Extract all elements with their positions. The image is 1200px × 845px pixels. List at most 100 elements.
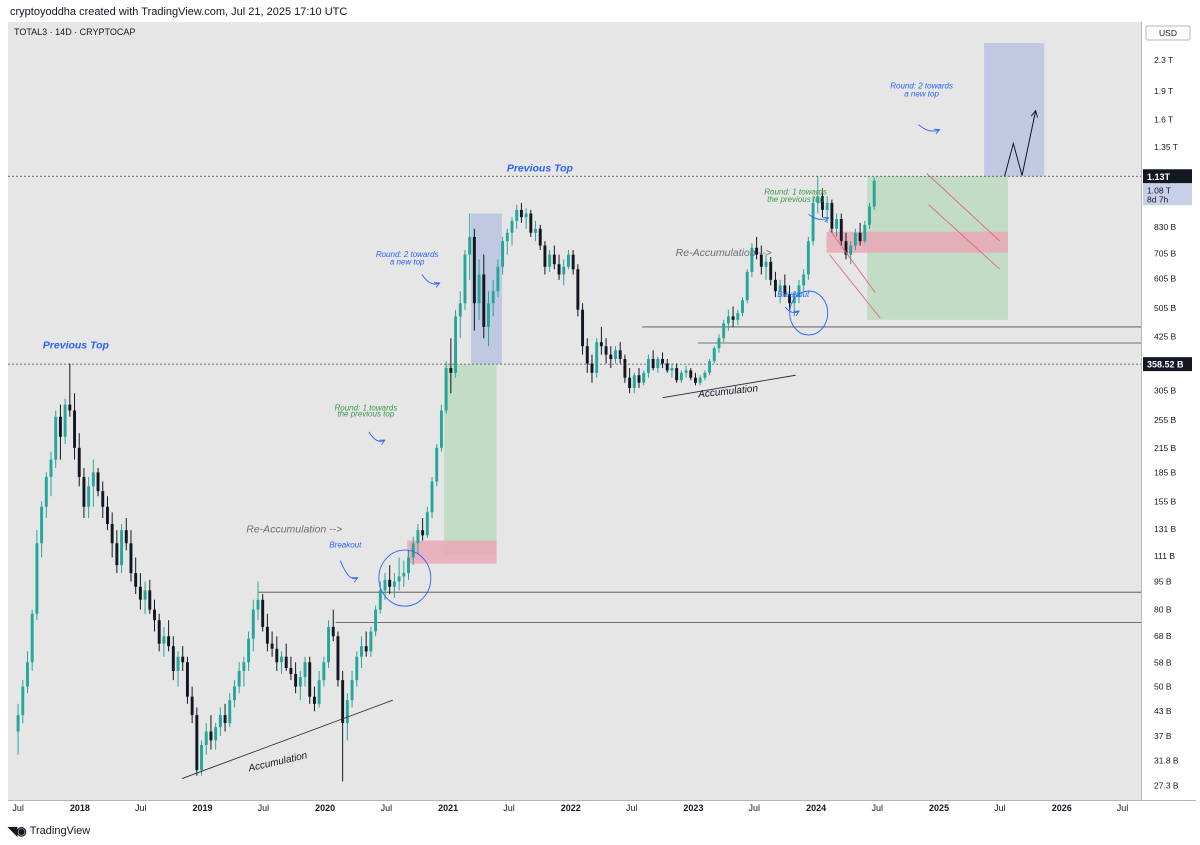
candle-body[interactable] xyxy=(435,447,439,482)
candle-body[interactable] xyxy=(134,573,138,587)
breakout-circle-0[interactable] xyxy=(378,549,432,607)
candle-body[interactable] xyxy=(190,696,194,716)
candle-body[interactable] xyxy=(736,313,740,320)
candle-body[interactable] xyxy=(96,472,100,492)
candle-body[interactable] xyxy=(204,731,208,745)
candle-body[interactable] xyxy=(153,609,156,621)
candle-body[interactable] xyxy=(769,261,773,280)
accumulation-trendline-0[interactable] xyxy=(181,699,393,779)
candle-body[interactable] xyxy=(275,648,279,663)
candle-body[interactable] xyxy=(26,662,29,687)
candle-body[interactable] xyxy=(637,375,641,383)
candle-body[interactable] xyxy=(543,245,547,267)
candle-body[interactable] xyxy=(157,620,161,644)
candle-body[interactable] xyxy=(689,370,693,378)
candle-body[interactable] xyxy=(303,662,307,678)
projection-path-arrow-0[interactable] xyxy=(1004,111,1036,177)
candle-body[interactable] xyxy=(759,254,763,267)
candle-body[interactable] xyxy=(571,254,575,270)
candle-body[interactable] xyxy=(105,506,109,524)
candle-body[interactable] xyxy=(63,404,67,437)
candle-body[interactable] xyxy=(778,285,782,292)
candle-body[interactable] xyxy=(468,236,472,255)
candle-body[interactable] xyxy=(256,599,260,610)
candle-body[interactable] xyxy=(538,228,542,246)
candle-body[interactable] xyxy=(21,686,25,716)
candle-body[interactable] xyxy=(750,247,754,272)
candle-body[interactable] xyxy=(816,196,820,203)
candle-body[interactable] xyxy=(110,523,114,544)
candle-body[interactable] xyxy=(642,372,646,383)
candle-body[interactable] xyxy=(821,196,824,210)
candle-body[interactable] xyxy=(439,410,443,448)
accumulation-trendline-1[interactable] xyxy=(662,374,796,399)
candle-body[interactable] xyxy=(609,354,613,359)
candle-body[interactable] xyxy=(491,291,495,304)
candle-body[interactable] xyxy=(218,715,222,728)
candle-body[interactable] xyxy=(336,636,340,681)
channel-line-0[interactable] xyxy=(829,229,876,293)
candle-body[interactable] xyxy=(115,543,119,566)
candle-body[interactable] xyxy=(684,370,688,373)
candle-body[interactable] xyxy=(425,512,429,536)
candle-body[interactable] xyxy=(694,377,697,383)
candle-body[interactable] xyxy=(858,232,862,242)
candle-body[interactable] xyxy=(162,636,166,644)
candle-body[interactable] xyxy=(726,316,730,324)
candle-body[interactable] xyxy=(552,254,556,265)
candle-body[interactable] xyxy=(797,285,801,298)
candle-body[interactable] xyxy=(670,368,674,371)
channel-line-3[interactable] xyxy=(928,204,1001,270)
candle-body[interactable] xyxy=(863,224,867,242)
candle-body[interactable] xyxy=(402,573,406,577)
candle-body[interactable] xyxy=(745,271,749,301)
candle-body[interactable] xyxy=(599,342,603,347)
candle-body[interactable] xyxy=(40,506,44,544)
candle-body[interactable] xyxy=(590,363,594,373)
candle-body[interactable] xyxy=(416,530,420,544)
candle-body[interactable] xyxy=(430,481,434,513)
candle-body[interactable] xyxy=(392,581,396,587)
candle-body[interactable] xyxy=(16,715,20,732)
candle-body[interactable] xyxy=(369,631,373,652)
candle-body[interactable] xyxy=(566,254,570,267)
candle-body[interactable] xyxy=(773,279,777,292)
candle-body[interactable] xyxy=(534,228,537,233)
candle-body[interactable] xyxy=(327,626,331,663)
candle-body[interactable] xyxy=(839,219,843,242)
candle-body[interactable] xyxy=(477,274,481,304)
candle-body[interactable] xyxy=(247,638,251,663)
candle-body[interactable] xyxy=(623,358,627,378)
tradingview-brand[interactable]: ◥◉ TradingView xyxy=(8,824,90,838)
candle-body[interactable] xyxy=(214,727,218,741)
candle-body[interactable] xyxy=(49,459,53,477)
candle-body[interactable] xyxy=(764,261,768,267)
candle-body[interactable] xyxy=(501,241,505,267)
candle-body[interactable] xyxy=(463,254,467,304)
candle-body[interactable] xyxy=(646,358,650,373)
candle-body[interactable] xyxy=(604,346,608,355)
candle-body[interactable] xyxy=(722,323,726,339)
candle-body[interactable] xyxy=(868,206,871,225)
candle-body[interactable] xyxy=(341,680,345,724)
candle-body[interactable] xyxy=(82,476,86,507)
candle-body[interactable] xyxy=(557,264,561,275)
candle-body[interactable] xyxy=(242,662,246,671)
candle-body[interactable] xyxy=(223,715,227,724)
candle-body[interactable] xyxy=(138,586,142,600)
candle-body[interactable] xyxy=(171,646,175,671)
candle-body[interactable] xyxy=(783,285,787,295)
candle-body[interactable] xyxy=(200,744,203,771)
candle-body[interactable] xyxy=(487,303,490,327)
candle-body[interactable] xyxy=(421,530,425,536)
candle-body[interactable] xyxy=(708,361,712,373)
candle-body[interactable] xyxy=(101,491,105,507)
candle-body[interactable] xyxy=(331,626,335,637)
candle-body[interactable] xyxy=(378,590,382,610)
candle-body[interactable] xyxy=(830,202,834,229)
candle-body[interactable] xyxy=(496,266,500,292)
candle-body[interactable] xyxy=(872,180,876,207)
candle-body[interactable] xyxy=(651,358,655,369)
candle-body[interactable] xyxy=(703,372,707,378)
